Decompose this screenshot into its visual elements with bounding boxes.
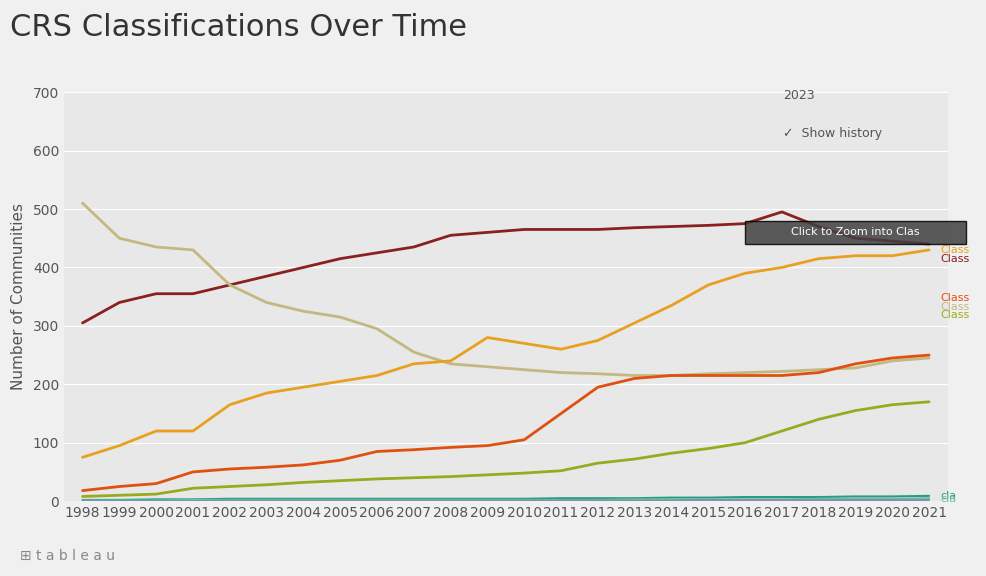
FancyBboxPatch shape <box>744 221 965 244</box>
Text: Class: Class <box>940 293 968 303</box>
Text: Class: Class <box>940 253 968 264</box>
Text: ⊞ t a b l e a u: ⊞ t a b l e a u <box>20 549 114 563</box>
Text: Class: Class <box>940 302 968 312</box>
Text: 2023: 2023 <box>782 89 813 101</box>
Text: ✓  Show history: ✓ Show history <box>782 127 880 139</box>
Text: CRS Classifications Over Time: CRS Classifications Over Time <box>10 13 466 42</box>
Text: Class: Class <box>940 245 968 255</box>
Text: cla: cla <box>940 494 955 505</box>
Text: cla: cla <box>940 491 955 502</box>
Y-axis label: Number of Communities: Number of Communities <box>11 203 26 390</box>
Text: Class: Class <box>940 310 968 320</box>
Text: Click to Zoom into Clas: Click to Zoom into Clas <box>791 228 919 237</box>
